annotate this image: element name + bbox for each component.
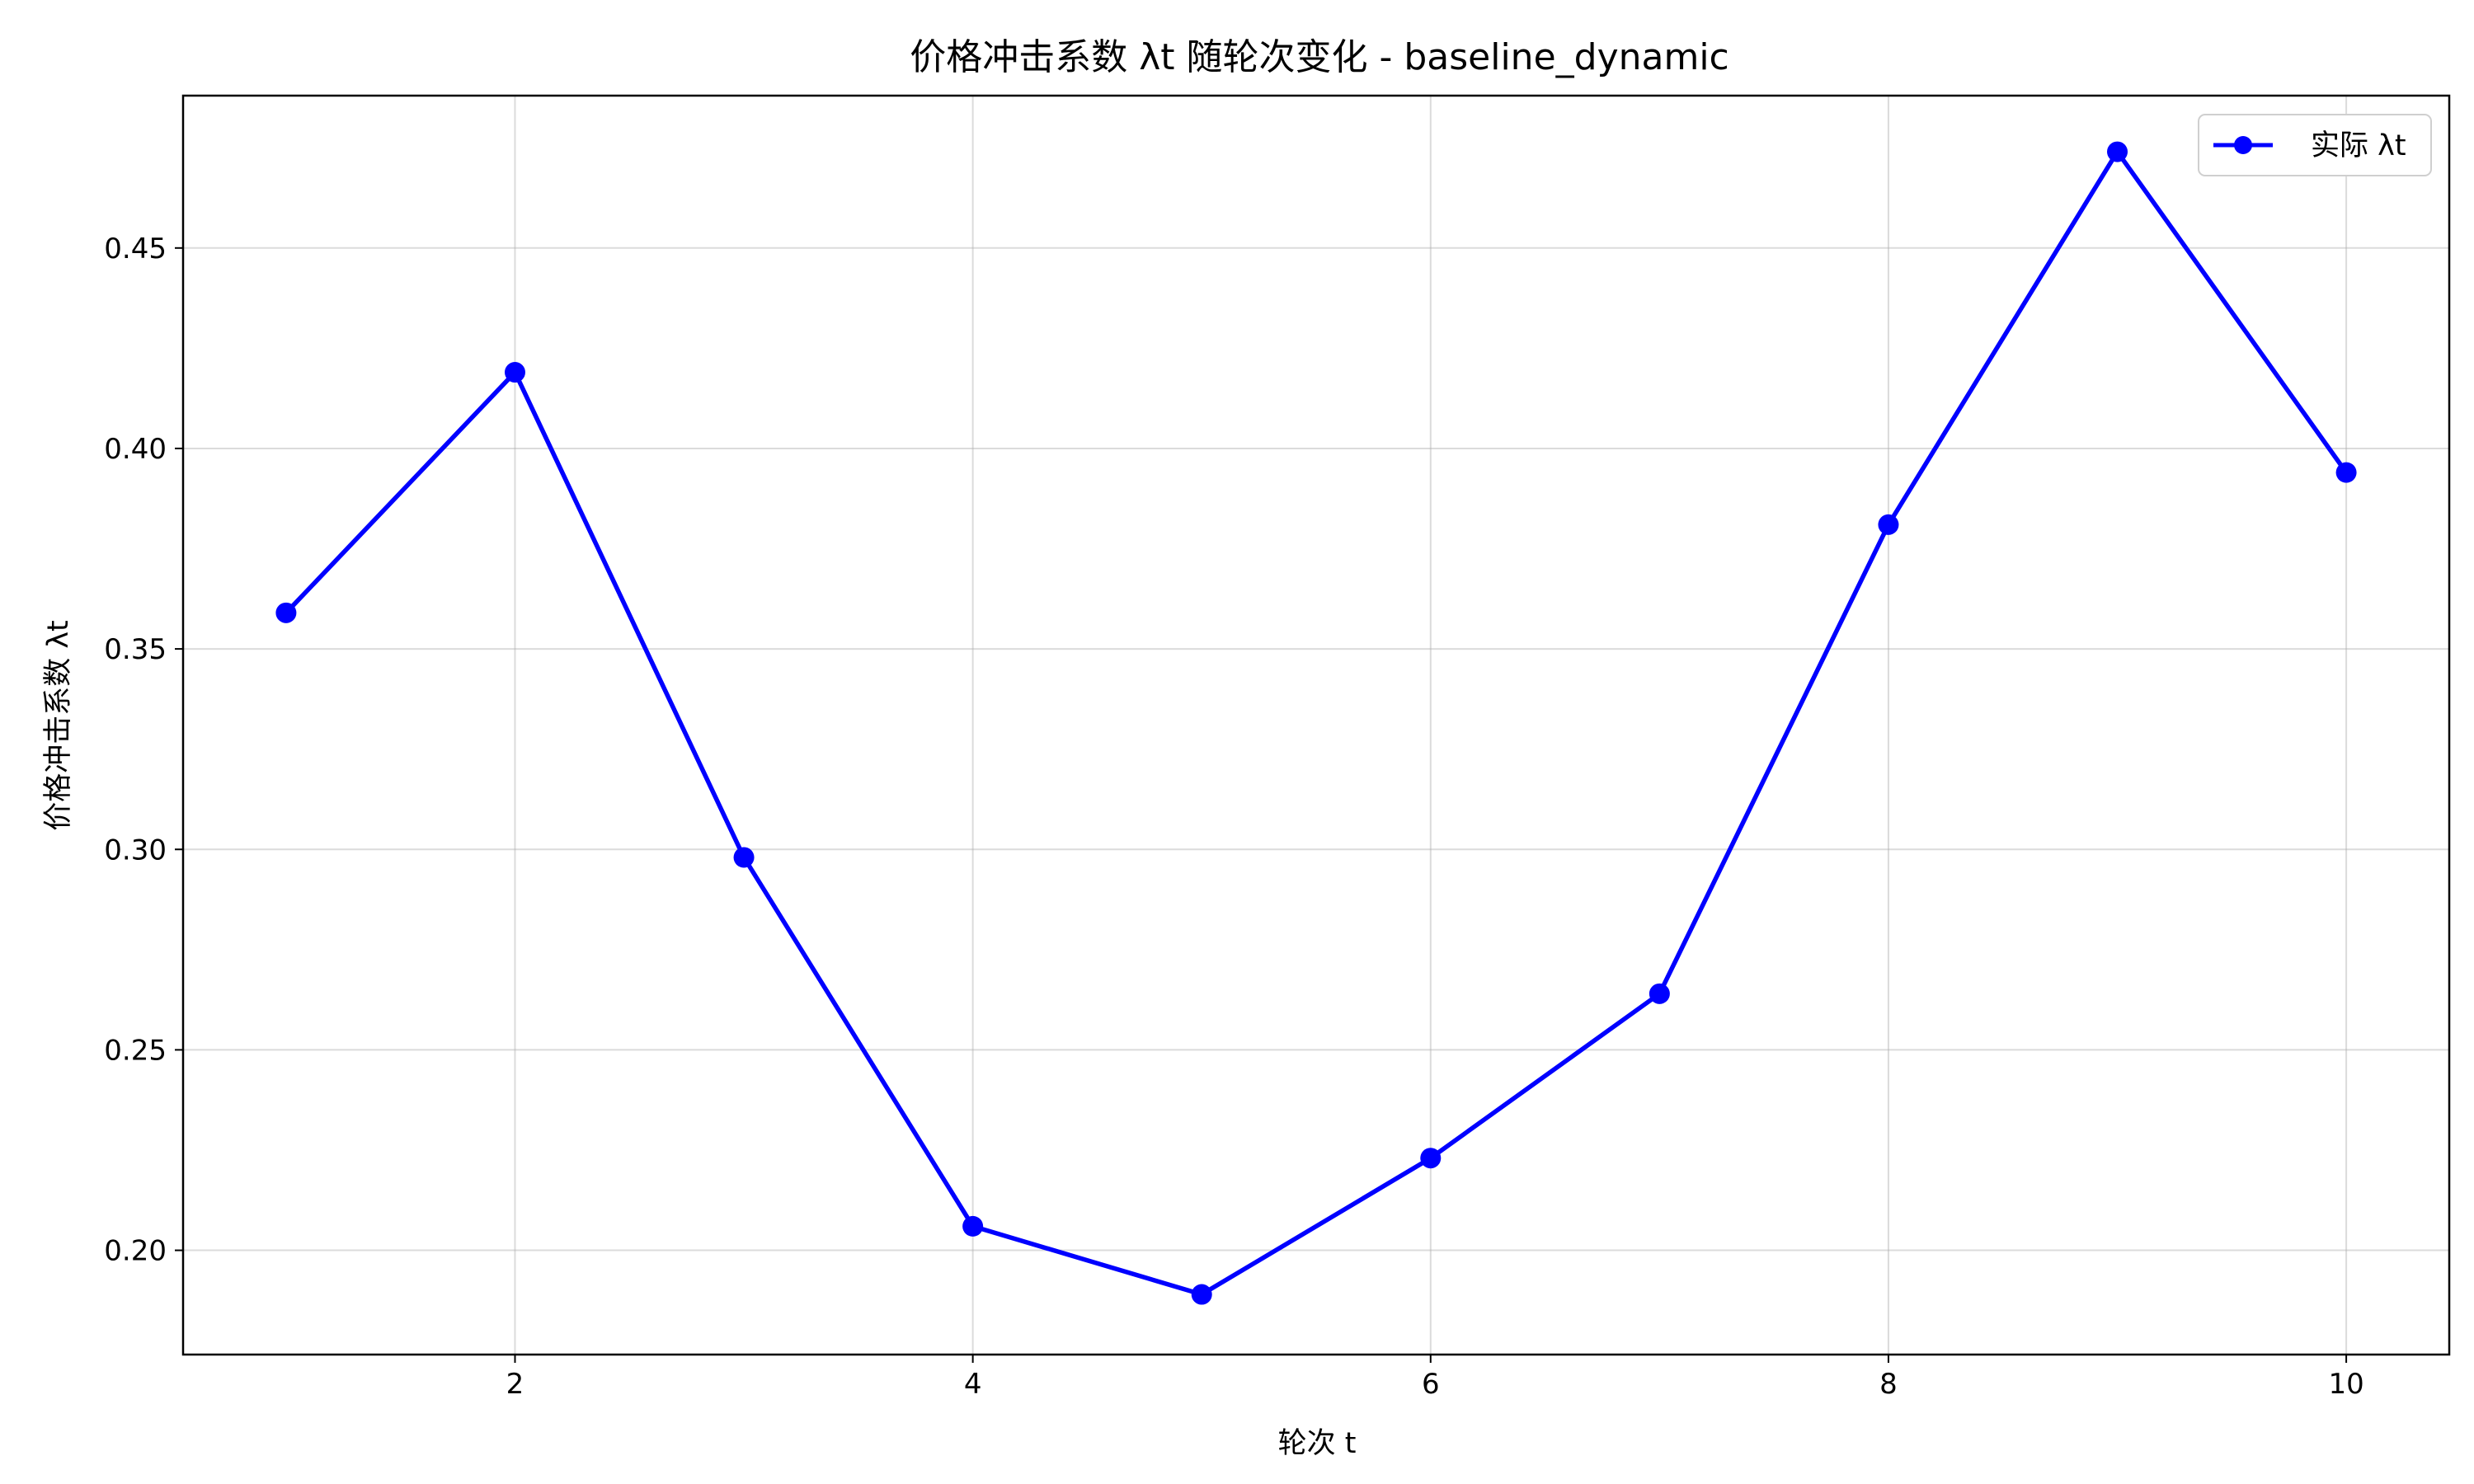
plot-frame bbox=[181, 94, 2451, 1356]
y-axis-label: 价格冲击系数 λt bbox=[42, 620, 75, 831]
axis-ticks: 2 4 6 8 10 0.20 0.25 0.30 0.35 0.40 0.45 bbox=[104, 232, 2363, 1401]
y-tick-label: 0.45 bbox=[104, 232, 167, 265]
data-point bbox=[504, 362, 525, 383]
y-tick-label: 0.40 bbox=[104, 433, 167, 466]
data-point bbox=[1649, 983, 1670, 1004]
plot-grid bbox=[183, 96, 2449, 1355]
y-tick-label: 0.25 bbox=[104, 1034, 167, 1067]
data-point bbox=[1420, 1148, 1442, 1169]
legend-box bbox=[2198, 114, 2432, 176]
data-point bbox=[2107, 141, 2128, 162]
legend: 实际 λt bbox=[2198, 114, 2432, 176]
y-tick-label: 0.20 bbox=[104, 1235, 167, 1268]
series-line bbox=[284, 149, 2349, 1297]
chart-title: 价格冲击系数 λt 随轮次变化 - baseline_dynamic bbox=[910, 36, 1729, 78]
data-point bbox=[1191, 1284, 1212, 1305]
x-tick-label: 4 bbox=[964, 1368, 982, 1401]
legend-label: 实际 λt bbox=[2311, 129, 2406, 162]
y-tick-label: 0.35 bbox=[104, 633, 167, 666]
x-tick-label: 6 bbox=[1422, 1368, 1440, 1401]
y-tick-label: 0.30 bbox=[104, 834, 167, 866]
series-layer bbox=[275, 141, 2357, 1305]
x-axis-label: 轮次 t bbox=[1278, 1427, 1357, 1460]
x-tick-label: 2 bbox=[506, 1368, 524, 1401]
data-point bbox=[2335, 462, 2357, 483]
data-point bbox=[1878, 514, 1899, 535]
x-tick-label: 10 bbox=[2328, 1368, 2363, 1401]
data-point bbox=[733, 847, 755, 868]
legend-marker bbox=[2234, 136, 2252, 154]
x-tick-label: 8 bbox=[1879, 1368, 1898, 1401]
data-point bbox=[275, 602, 297, 623]
data-point bbox=[962, 1215, 984, 1237]
